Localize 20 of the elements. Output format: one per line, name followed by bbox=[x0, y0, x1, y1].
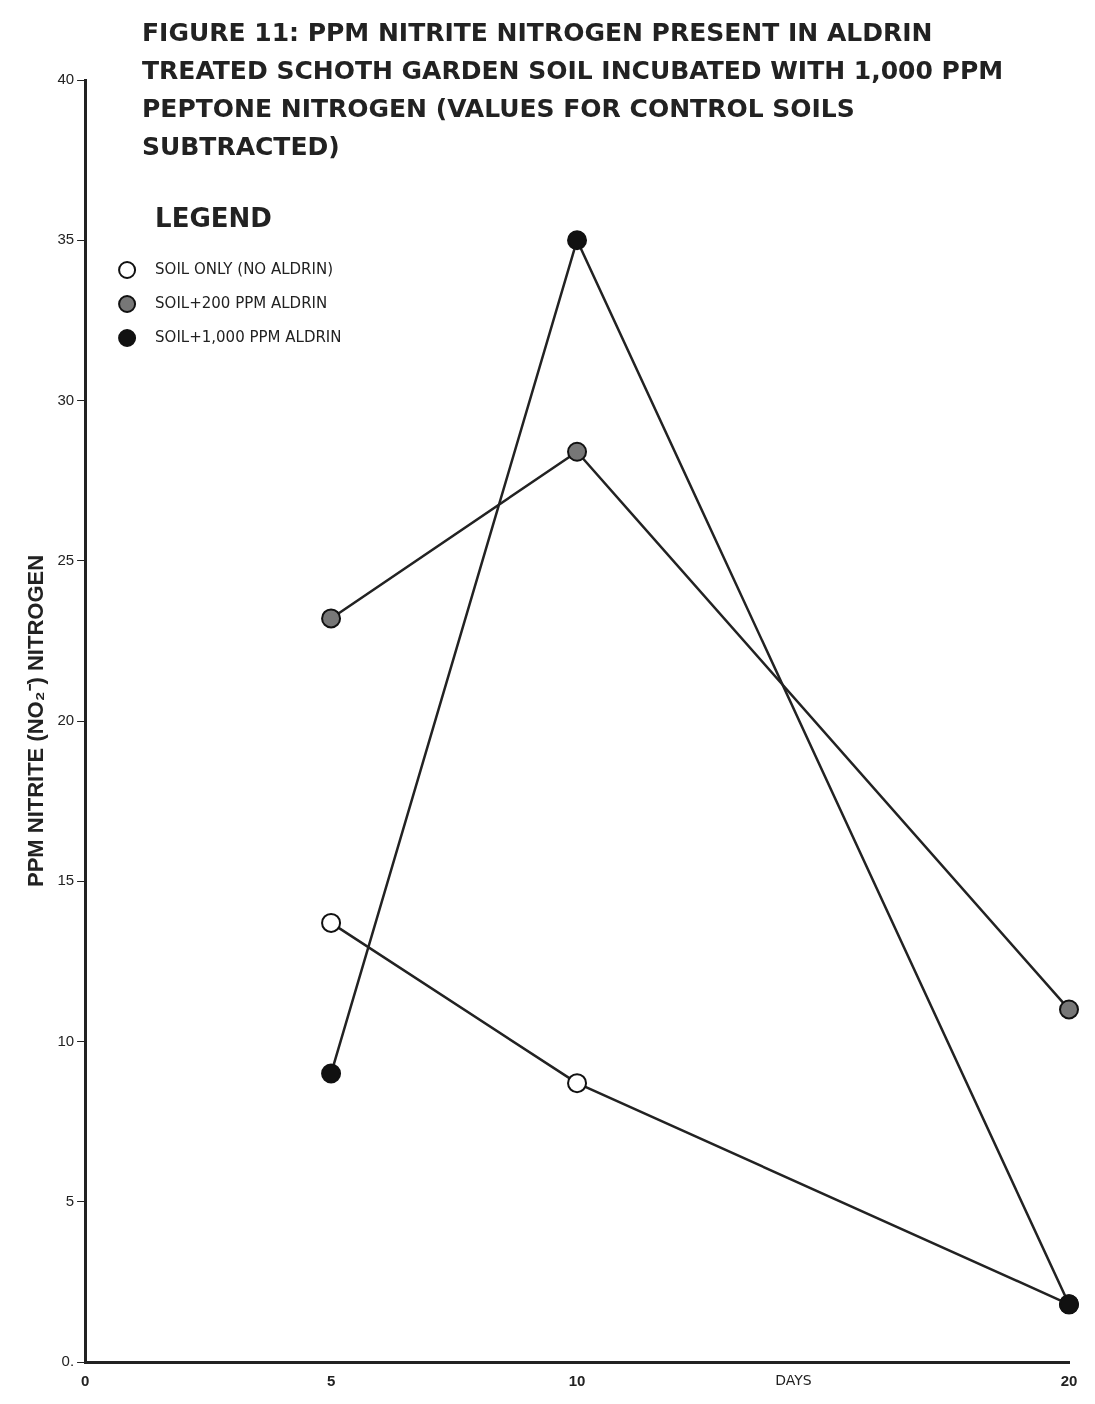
y-tick-label: 0. bbox=[61, 1352, 75, 1370]
y-tick-label: 20 bbox=[57, 711, 75, 729]
x-tick-label: 10 bbox=[568, 1372, 586, 1390]
x-axis-title: DAYS bbox=[775, 1371, 812, 1388]
y-tick-label: 35 bbox=[57, 230, 75, 248]
y-tick-label: 5 bbox=[65, 1191, 75, 1209]
y-tick-label: 30 bbox=[57, 390, 75, 408]
legend-label: SOIL+200 PPM ALDRIN bbox=[155, 293, 328, 312]
y-tick-label: 15 bbox=[57, 871, 75, 889]
x-tick-label: 5 bbox=[326, 1372, 336, 1390]
legend-label: SOIL+1,000 PPM ALDRIN bbox=[155, 327, 342, 346]
legend-title: LEGEND bbox=[155, 202, 272, 233]
y-axis-title: PPM NITRITE (NO₂⁻) NITROGEN bbox=[23, 554, 49, 888]
x-tick-label: 20 bbox=[1060, 1372, 1078, 1390]
chart-title: FIGURE 11: PPM NITRITE NITROGEN PRESENT IN ALDRIN TREATED SCHOTH GARDEN SOIL INCUBATED WITH 1,000 PPM PEPTONE NITROGEN (VALUES FOR CONTROL SOILS SUBTRACTED) bbox=[142, 17, 1005, 163]
y-tick-label: 25 bbox=[57, 550, 75, 568]
y-tick-label: 40 bbox=[57, 70, 75, 88]
x-tick-label: 0 bbox=[80, 1372, 90, 1390]
legend-label: SOIL ONLY (NO ALDRIN) bbox=[155, 259, 334, 278]
y-tick-label: 10 bbox=[57, 1031, 75, 1049]
